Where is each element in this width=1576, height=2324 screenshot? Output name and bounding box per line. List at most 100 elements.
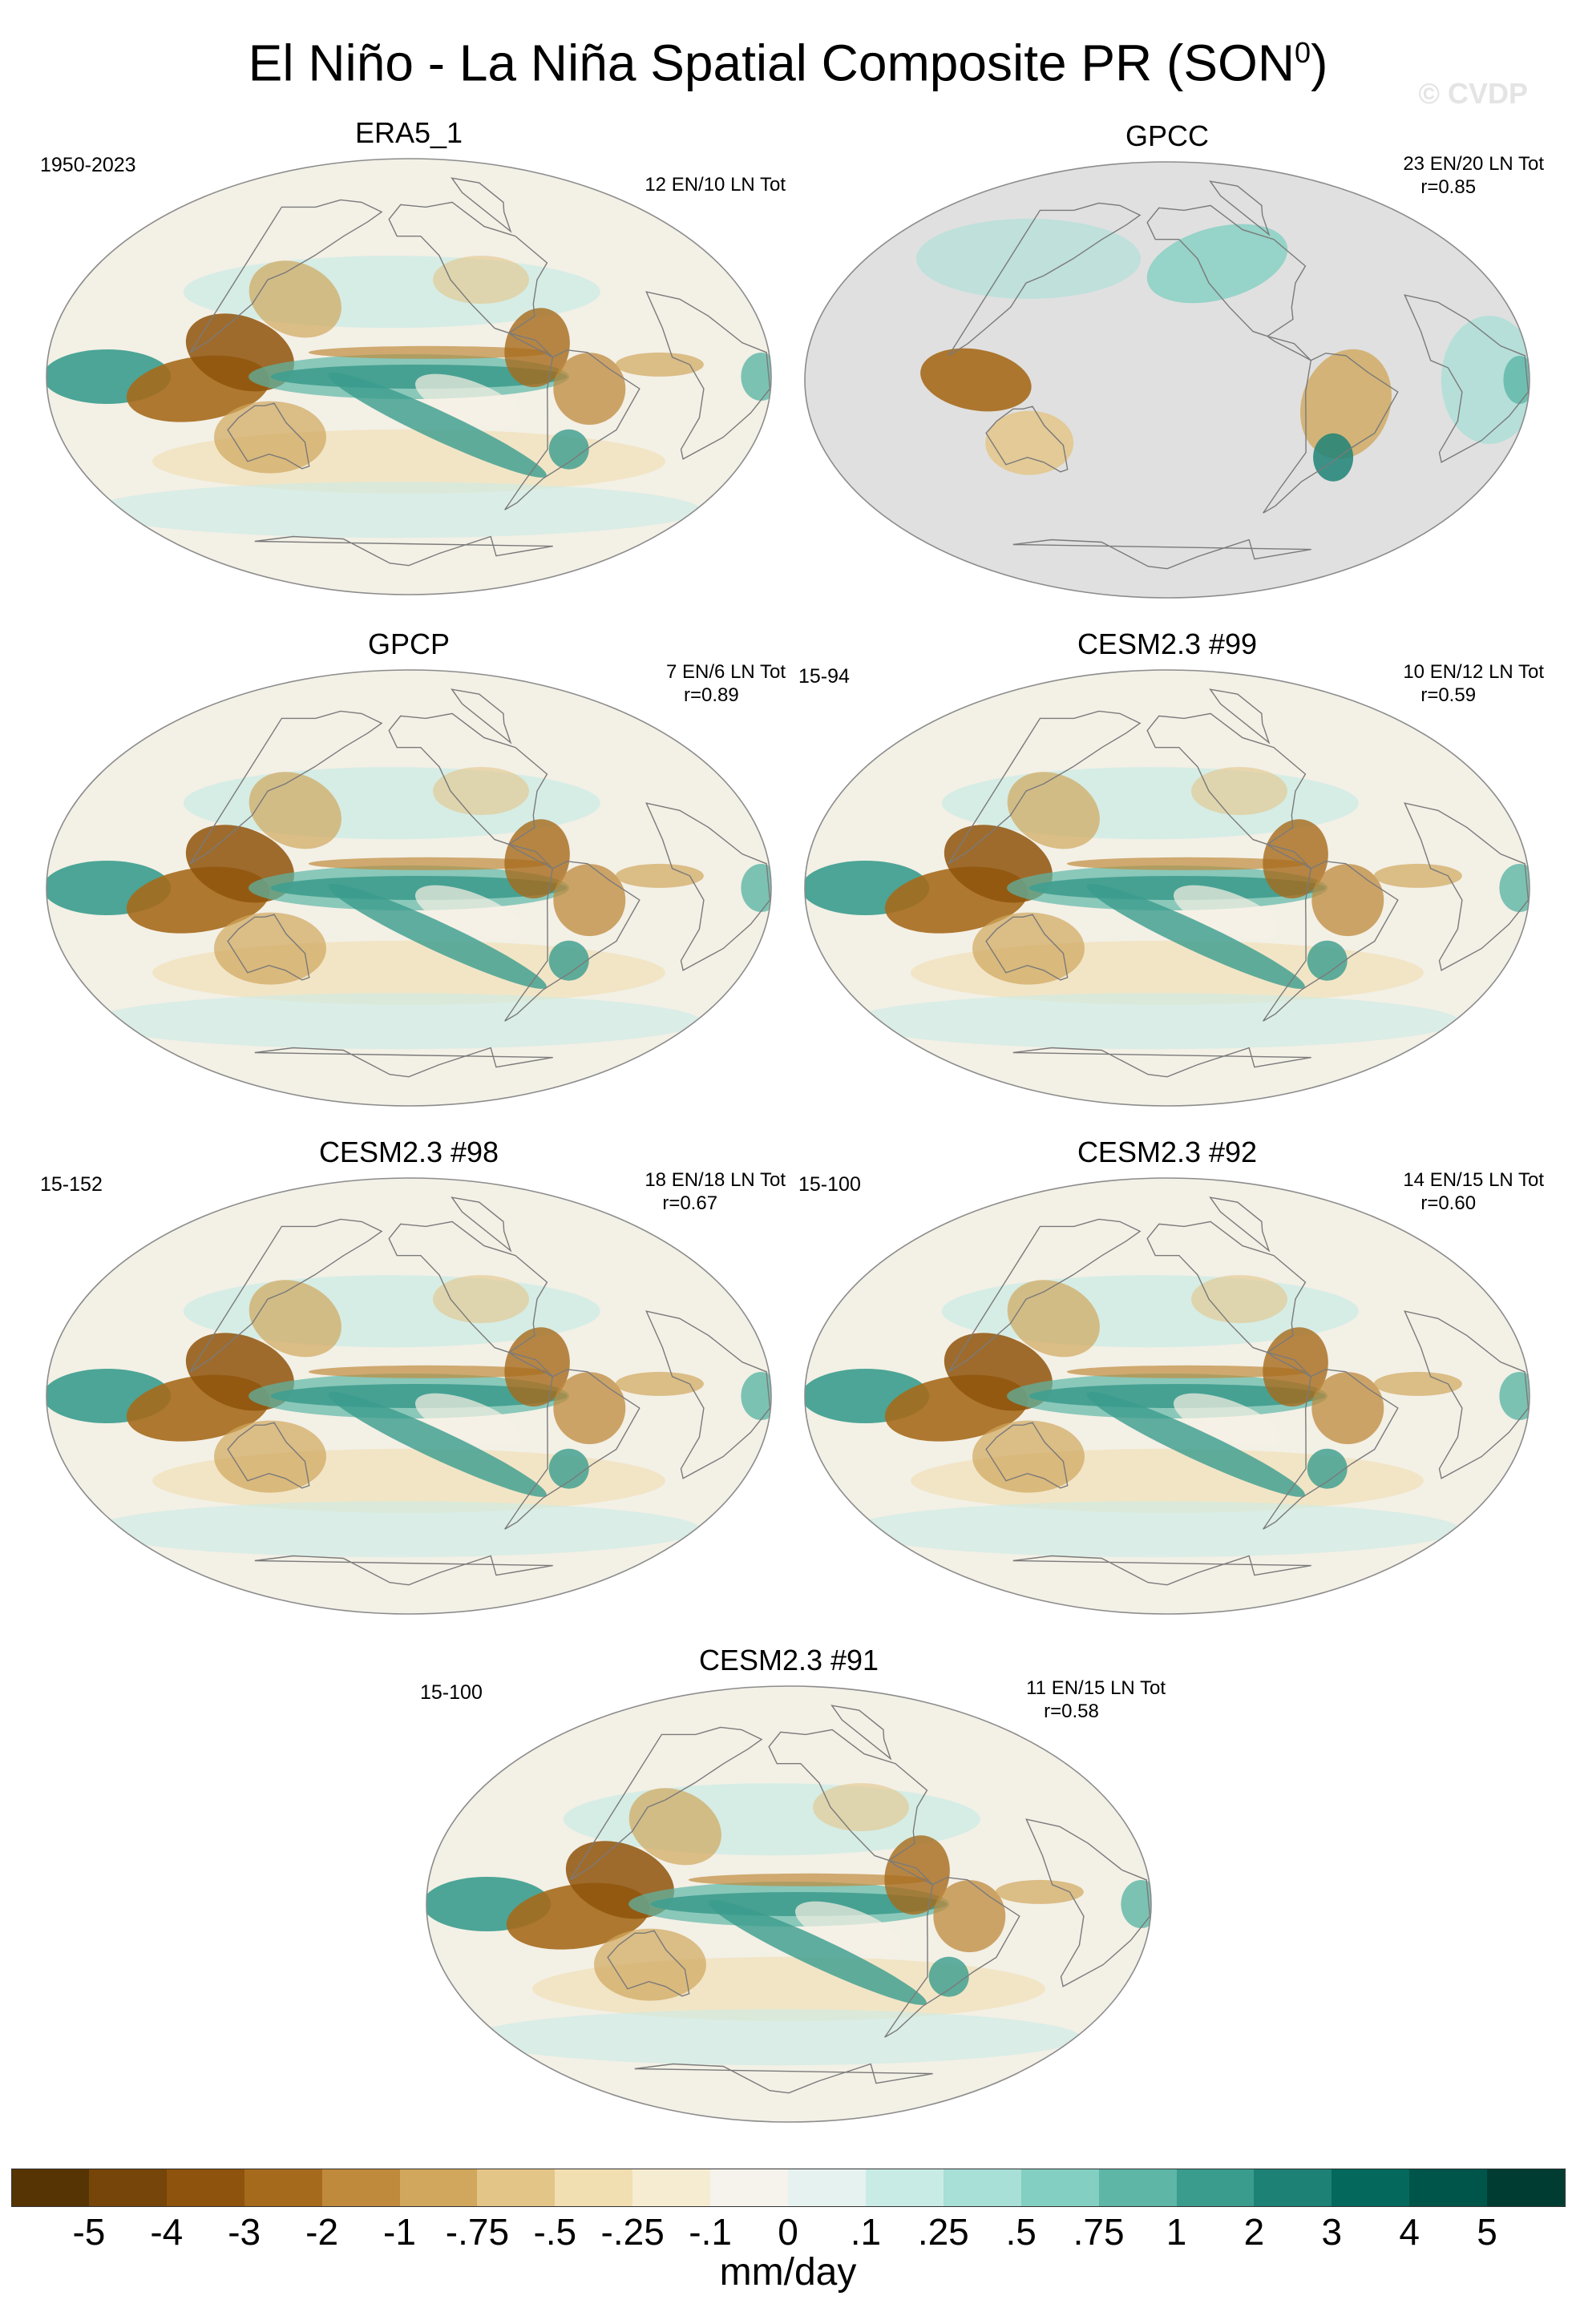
panel-title: ERA5_1 <box>354 116 463 149</box>
coastline-americas-north <box>388 712 548 845</box>
precip-anomaly-spcz-band <box>328 1391 547 1497</box>
panel-cesm-99: CESM2.3 #99 15-94 10 EN/12 LN Tot r=0.59 <box>790 628 1544 1125</box>
colorbar-segment <box>88 2169 168 2207</box>
coastline-americas-central <box>508 1351 553 1378</box>
coastline-americas-south <box>504 349 641 510</box>
colorbar-tick-label: -5 <box>72 2211 106 2253</box>
precip-anomaly-south-america-southeast <box>1307 1448 1348 1489</box>
precip-anomaly-spcz-band <box>328 883 547 989</box>
panel-stats: 23 EN/20 LN Tot r=0.85 <box>1403 152 1544 199</box>
coastline-africa <box>645 291 771 460</box>
coastline-antarctica <box>254 1047 553 1078</box>
panel-title: GPCC <box>1125 119 1209 152</box>
panel-title: GPCP <box>367 627 451 660</box>
colorbar-tick-label: 2 <box>1243 2211 1265 2253</box>
map-background <box>805 162 1530 598</box>
panel-counts: 23 EN/20 LN Tot <box>1403 153 1544 175</box>
panel-correlation: r=0.67 <box>662 1192 718 1214</box>
precip-field <box>805 688 1530 1078</box>
precip-anomaly-central-america <box>884 1835 950 1915</box>
panel-cesm-98: CESM2.3 #98 15-152 18 EN/18 LN Tot r=0.6… <box>32 1136 786 1633</box>
precip-land-australia <box>985 410 1074 475</box>
panel-correlation: r=0.60 <box>1420 1192 1477 1214</box>
coastline-americas-south <box>1263 1369 1399 1530</box>
precip-field <box>916 180 1530 570</box>
coastline-antarctica <box>254 1555 553 1586</box>
colorbar-segment <box>244 2169 323 2207</box>
coastline-antarctica <box>254 535 553 567</box>
coastline-americas-south <box>504 861 641 1022</box>
precip-anomaly-tropical-atlantic <box>615 352 704 377</box>
panel-counts: 18 EN/18 LN Tot <box>645 1169 786 1191</box>
precip-anomaly-south-america-southeast <box>928 1956 969 1997</box>
precip-anomaly-amazon <box>553 353 626 426</box>
coastline-americas-south <box>504 1369 641 1530</box>
precip-anomaly-tropical-pacific-clear <box>414 885 522 939</box>
colorbar-tick-label: .5 <box>1005 2211 1037 2253</box>
precip-anomaly-tropical-atlantic <box>1373 1371 1462 1396</box>
map-border <box>46 158 772 595</box>
panel-correlation: r=0.89 <box>684 684 739 706</box>
precip-field <box>46 1196 771 1586</box>
panel-gpcc: GPCC 23 EN/20 LN Tot r=0.85 <box>790 120 1544 617</box>
precip-anomaly-north-of-itcz <box>1066 857 1307 870</box>
panel-title: CESM2.3 #99 <box>1077 627 1258 660</box>
colorbar-tick-label: 3 <box>1321 2211 1343 2253</box>
map-cesm-92 <box>798 1172 1536 1620</box>
precip-field <box>46 688 771 1078</box>
precip-anomaly-north-america <box>813 1783 909 1832</box>
panel-correlation: r=0.59 <box>1420 684 1477 706</box>
precip-anomaly-southern-ocean <box>91 1501 701 1558</box>
coastline-greenland <box>1209 1196 1271 1253</box>
colorbar-segment <box>710 2169 789 2207</box>
precip-anomaly-tropical-atlantic <box>1373 863 1462 888</box>
precip-field <box>805 1196 1530 1586</box>
precip-anomaly-southern-ocean <box>850 1501 1460 1558</box>
colorbar-segment <box>555 2169 633 2207</box>
panel-stats: 14 EN/15 LN Tot r=0.60 <box>1403 1168 1544 1215</box>
colorbar-tick-label: .1 <box>850 2211 882 2253</box>
precip-anomaly-spcz-band <box>1086 883 1305 989</box>
colorbar-units: mm/day <box>719 2251 857 2294</box>
colorbar-tick-label: 4 <box>1399 2211 1420 2253</box>
colorbar-segment <box>477 2169 556 2207</box>
panel-correlation: r=0.58 <box>1044 1701 1099 1722</box>
precip-anomaly-north-of-itcz <box>308 345 549 359</box>
colorbar-tick-label: -.5 <box>533 2211 577 2253</box>
panel-counts: 12 EN/10 LN Tot <box>645 174 786 196</box>
panel-cesm-92: CESM2.3 #92 15-100 14 EN/15 LN Tot r=0.6… <box>790 1136 1544 1633</box>
precip-anomaly-north-of-itcz <box>308 1365 549 1378</box>
colorbar-tick-label: -.75 <box>445 2211 510 2253</box>
precip-anomaly-tropical-atlantic <box>995 1879 1084 1904</box>
map-border <box>426 1685 1152 2123</box>
precip-anomaly-amazon <box>553 1372 626 1445</box>
colorbar-segment <box>1487 2169 1566 2207</box>
coastline-americas-north <box>1146 712 1307 845</box>
panel-gpcp: GPCP 7 EN/6 LN Tot r=0.89 <box>32 628 786 1125</box>
panel-period: 1950-2023 <box>40 154 136 176</box>
precip-anomaly-south-china-sea <box>249 1280 341 1358</box>
precip-anomaly-north-america <box>433 1275 529 1324</box>
map-border <box>804 1177 1530 1615</box>
panel-period: 15-94 <box>798 665 850 688</box>
precip-land-eurasia <box>916 218 1142 299</box>
coastline-asia <box>948 1218 1142 1373</box>
panel-period: 15-100 <box>798 1173 861 1196</box>
colorbar-tick-label: -4 <box>150 2211 184 2253</box>
coastline-americas-north <box>768 1729 928 1862</box>
precip-anomaly-australia <box>214 1420 326 1493</box>
coastline-americas-central <box>1267 335 1311 361</box>
coastline-australia <box>227 1422 310 1489</box>
coastline-americas-central <box>508 332 553 358</box>
precip-anomaly-south-china-sea <box>249 772 341 849</box>
coastline-asia <box>189 710 383 865</box>
cvdp-watermark: © CVDP <box>1418 77 1528 110</box>
coastline-americas-central <box>508 843 553 869</box>
coastline-africa <box>1025 1818 1151 1987</box>
map-border <box>804 161 1530 599</box>
panel-counts: 11 EN/15 LN Tot <box>1026 1677 1166 1699</box>
precip-anomaly-north-america <box>1191 1275 1287 1324</box>
coastline-americas-central <box>888 1859 933 1886</box>
panel-counts: 10 EN/12 LN Tot <box>1403 661 1544 683</box>
colorbar-segment <box>632 2169 711 2207</box>
